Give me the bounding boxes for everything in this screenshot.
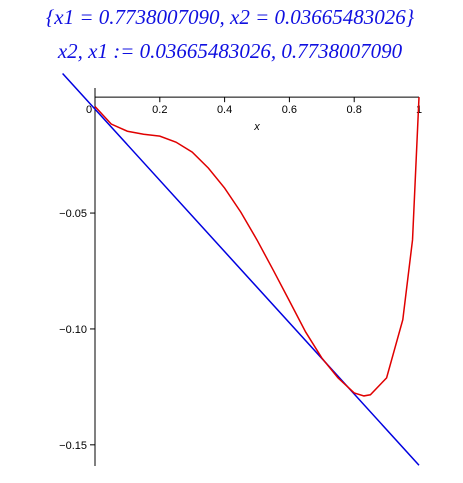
curve: [94, 97, 420, 397]
x-tick-label: 0: [86, 104, 92, 116]
x-tick-label: 0.8: [347, 104, 362, 116]
x-tick-label: 0.6: [282, 104, 297, 116]
output-line: {x1 = 0.7738007090, x2 = 0.03665483026}: [46, 5, 415, 29]
x-tick-label: 0.4: [217, 104, 232, 116]
x-axis-label: x: [253, 121, 260, 133]
y-tick-label: −0.15: [59, 440, 87, 452]
tangent-line: [62, 73, 420, 466]
y-tick-label: −0.05: [59, 208, 87, 220]
x-tick-label: 0.2: [152, 104, 167, 116]
output-line: x2, x1 := 0.03665483026, 0.7738007090: [57, 39, 403, 63]
y-tick-label: −0.10: [59, 324, 87, 336]
